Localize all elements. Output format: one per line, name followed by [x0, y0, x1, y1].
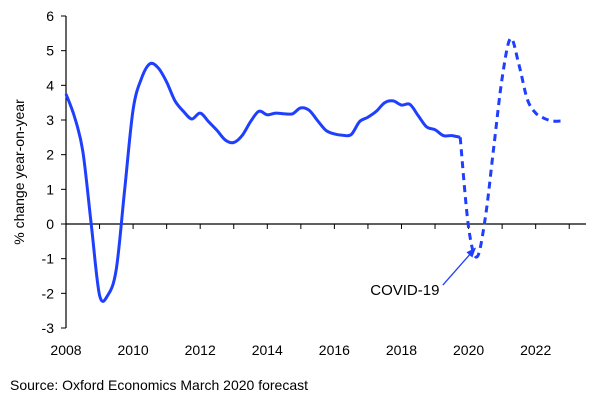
y-tick-label: 3 — [46, 112, 54, 128]
y-tick-label: -1 — [42, 251, 55, 267]
x-tick-label: 2018 — [386, 342, 417, 358]
x-tick-label: 2020 — [453, 342, 484, 358]
y-tick-label: 6 — [46, 8, 54, 24]
annotation-arrow — [442, 247, 476, 286]
y-tick-label: 1 — [46, 181, 54, 197]
y-tick-label: -3 — [42, 320, 55, 336]
y-axis-label: % change year-on-year — [11, 99, 27, 245]
y-tick-label: 5 — [46, 43, 54, 59]
x-tick-label: 2022 — [520, 342, 551, 358]
x-tick-label: 2014 — [252, 342, 283, 358]
annotation-label: COVID-19 — [370, 282, 439, 299]
source-note: Source: Oxford Economics March 2020 fore… — [10, 377, 309, 393]
y-tick-label: 2 — [46, 147, 54, 163]
x-tick-label: 2016 — [319, 342, 350, 358]
series-layer — [64, 36, 561, 303]
actual-series-line — [64, 61, 461, 303]
y-tick-label: 0 — [46, 216, 54, 232]
annotation-layer: COVID-19 — [370, 247, 476, 299]
y-tick-label: 4 — [46, 77, 54, 93]
x-tick-label: 2012 — [185, 342, 216, 358]
y-tick-label: -2 — [42, 285, 55, 301]
forecast-series-line — [458, 36, 561, 259]
line-chart: 6 5 4 3 2 1 0 -1 -2 -3 2008 2010 2012 2014 2016 2018 202… — [11, 8, 586, 358]
x-tick-label: 2008 — [50, 342, 81, 358]
x-tick-label: 2010 — [118, 342, 149, 358]
axes: 6 5 4 3 2 1 0 -1 -2 -3 2008 2010 2012 2014 2016 2018 202… — [42, 8, 586, 358]
